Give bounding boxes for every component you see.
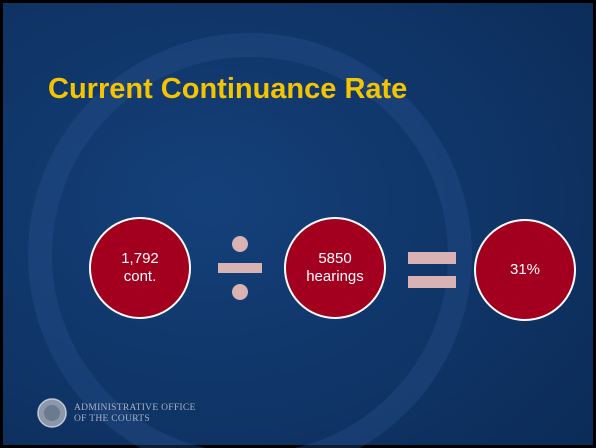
circle-label: hearings [306,268,364,285]
footer-text: ADMINISTRATIVE OFFICE [74,403,196,413]
seal-watermark [28,33,472,448]
divide-sign [218,236,262,300]
footer-text: OF THE COURTS [74,414,150,424]
result-circle [89,217,191,319]
result-circle [284,217,386,319]
circle-label: 1,792 [121,250,159,267]
slide-title: Current Continuance Rate [48,73,407,105]
circle-label: 5850 [318,250,351,267]
circle-label: cont. [124,268,157,285]
circle-label: 31% [510,261,540,278]
equals-sign [408,252,456,288]
result-circle [474,219,576,321]
footer-logo [37,398,67,428]
